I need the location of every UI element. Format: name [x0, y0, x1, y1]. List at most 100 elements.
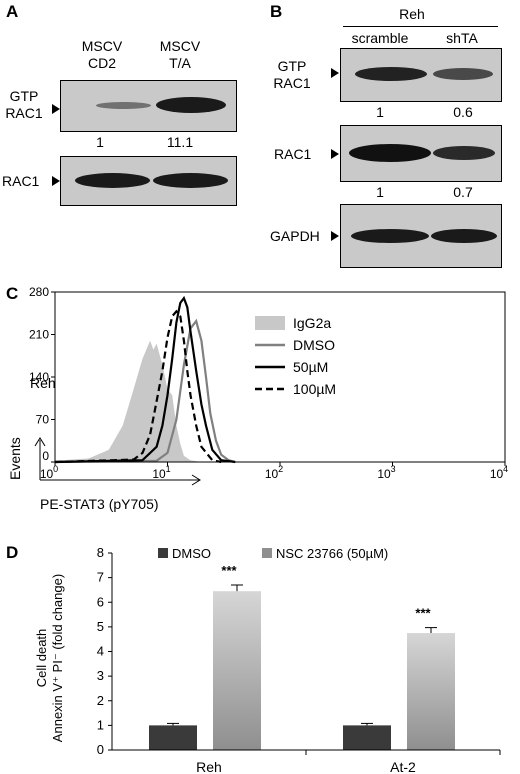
- bar-dmso: [343, 725, 391, 750]
- panel-c-cell-label: Reh: [30, 375, 56, 391]
- band: [156, 97, 226, 113]
- y-tick-label: 280: [29, 285, 49, 299]
- band: [431, 229, 497, 243]
- panel-b-letter: B: [270, 2, 283, 21]
- y-tick-label: 210: [29, 328, 49, 342]
- y-tick-label: 5: [97, 619, 104, 634]
- arrow-icon: [52, 104, 60, 114]
- panel-c-xlabel: PE-STAT3 (pY705): [40, 496, 159, 512]
- y-tick-label: 7: [97, 570, 104, 585]
- panel-b-rac1-quant-2: 0.7: [453, 184, 473, 200]
- x-tick-label: 101: [152, 464, 170, 481]
- arrow-icon: [331, 68, 339, 78]
- panel-d-ylabel-line1: Cell death: [34, 629, 49, 688]
- panel-b-gtp-rac1-label: GTP RAC1: [270, 58, 314, 92]
- panel-b-gtp-quant-1: 1: [376, 104, 384, 120]
- panel-b-col-shta: shTA: [446, 30, 478, 46]
- panel-c-ylabel: Events: [7, 437, 23, 480]
- significance-marker: ***: [221, 563, 237, 578]
- panel-a-col-header-cd2: MSCV CD2: [72, 38, 132, 72]
- bar-dmso: [149, 725, 197, 750]
- y-tick-label: 140: [29, 370, 49, 384]
- band: [355, 67, 427, 81]
- header-line: CD2: [87, 55, 116, 71]
- y-tick-label: 4: [97, 644, 104, 659]
- x-tick-label: 104: [490, 464, 508, 481]
- up-arrow-icon: [34, 437, 46, 447]
- y-tick-label: 2: [97, 693, 104, 708]
- histogram-plot-area: [54, 295, 236, 464]
- x-tick-label: 102: [265, 464, 283, 481]
- y-tick-label: 3: [97, 668, 104, 683]
- panel-b-rac1-blot: [340, 125, 502, 182]
- bar-nsc23766: [407, 633, 455, 750]
- panel-a-rac1-label: RAC1: [2, 173, 40, 189]
- panel-b-col-scramble: scramble: [351, 30, 409, 46]
- panel-c-histogram: 0 70 140 210 280 100 101 102 103 104 IgG2a DMSO 50µ…: [7, 285, 508, 512]
- legend-swatch-0: [158, 548, 168, 558]
- panel-d-bar-chart: *** *** 0 1 2 3 4 5 6 7 8 Reh At-2 DMSO NSC 23766 (5…: [34, 545, 501, 774]
- panel-a-quant-1: 1: [96, 134, 104, 150]
- panel-a-rac1-blot: [60, 156, 237, 206]
- panel-b-rac1-label: RAC1: [274, 146, 312, 162]
- x-tick-label: 103: [377, 464, 395, 481]
- histogram-axes: 0 70 140 210 280 100 101 102 103 104: [29, 285, 508, 481]
- histogram-legend: IgG2a DMSO 50µM 100µM: [255, 315, 336, 397]
- y-tick-label: 0: [97, 742, 104, 757]
- bar-axes: 0 1 2 3 4 5 6 7 8 Reh At-2: [97, 545, 501, 774]
- panel-d-letter: D: [6, 543, 19, 562]
- series-igg2a-area: [55, 340, 202, 462]
- panel-b-gtp-rac1-blot: [340, 48, 502, 102]
- legend-label: DMSO: [293, 337, 335, 353]
- series-line-2: [54, 295, 236, 464]
- legend-swatch-1: [262, 548, 272, 558]
- divider: [343, 26, 498, 27]
- band: [351, 229, 429, 243]
- band: [349, 144, 431, 162]
- right-arrow-icon: [191, 474, 201, 486]
- panel-a-col-header-ta: MSCV T/A: [150, 38, 210, 72]
- panel-a-letter: A: [6, 2, 19, 21]
- legend-label: NSC 23766 (50µM): [276, 546, 388, 561]
- label-line: RAC1: [5, 105, 43, 121]
- label-line: RAC1: [273, 75, 311, 91]
- x-tick-label: 100: [40, 464, 58, 481]
- legend-label: DMSO: [172, 546, 211, 561]
- panel-a-gtp-rac1-label: GTP RAC1: [2, 88, 46, 122]
- band: [433, 68, 493, 80]
- panel-b-rac1-quant-1: 1: [376, 184, 384, 200]
- panel-a-quant-2: 11.1: [166, 134, 194, 150]
- arrow-icon: [331, 149, 339, 159]
- y-tick-label: 0: [42, 449, 49, 463]
- band: [75, 173, 150, 188]
- arrow-icon: [331, 231, 339, 241]
- band: [433, 146, 495, 160]
- panel-b-gapdh-label: GAPDH: [270, 228, 320, 244]
- x-category-label: At-2: [390, 759, 416, 774]
- label-line: GTP: [9, 88, 39, 104]
- bar-legend: DMSO NSC 23766 (50µM): [158, 546, 388, 561]
- panel-b-cell-line: Reh: [399, 6, 425, 22]
- label-line: GTP: [277, 58, 307, 74]
- legend-label: 100µM: [293, 381, 336, 397]
- legend-label: IgG2a: [293, 315, 331, 331]
- panel-a-gtp-rac1-blot: [60, 80, 237, 132]
- band: [96, 102, 151, 109]
- panel-b-gtp-quant-2: 0.6: [453, 104, 473, 120]
- series-line-3: [54, 309, 222, 464]
- legend-label: 50µM: [293, 359, 328, 375]
- header-line: MSCV: [81, 38, 123, 54]
- series-line-1: [54, 318, 236, 464]
- y-tick-label: 6: [97, 594, 104, 609]
- legend-swatch-igg2a: [255, 316, 285, 330]
- significance-marker: ***: [415, 606, 431, 621]
- y-tick-label: 70: [36, 413, 50, 427]
- panel-c-letter: C: [6, 284, 19, 303]
- header-line: T/A: [169, 55, 191, 71]
- header-line: MSCV: [159, 38, 201, 54]
- bar-nsc23766: [213, 591, 261, 750]
- y-tick-label: 1: [97, 717, 104, 732]
- panel-d-ylabel-line2: Annexin V⁺ PI⁻ (fold change): [50, 574, 65, 742]
- band: [153, 173, 228, 188]
- panel-b-gapdh-blot: [340, 204, 502, 268]
